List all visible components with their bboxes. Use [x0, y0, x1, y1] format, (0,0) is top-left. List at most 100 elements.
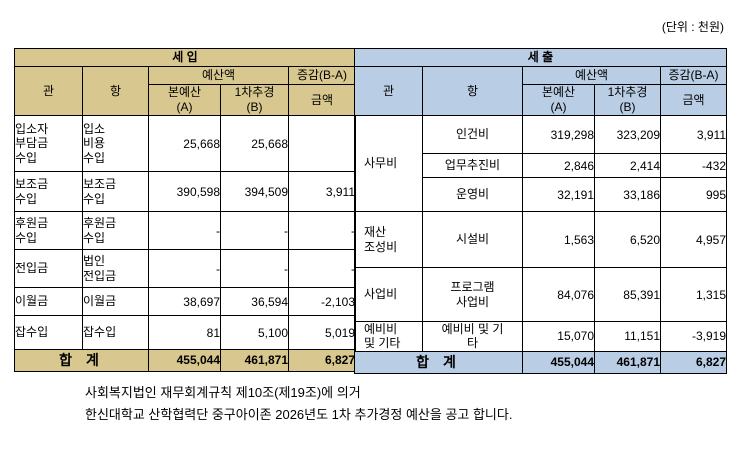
expenditure-header-row-1: 관 항 예산액 증감(B-A) [354, 66, 728, 116]
expenditure-row-4: 재산 조성비 시설비 1,563 6,520 4,957 [354, 211, 728, 268]
cell-hang: 이월금 [82, 287, 149, 316]
revenue-header-budget: 예산액 [148, 66, 289, 85]
cell-supplementary: - [220, 249, 289, 288]
announcement-line-1: 사회복지법인 재무회계규칙 제10조(제19조)에 의거 [85, 385, 361, 400]
revenue-total-diff: 6,827 [287, 349, 357, 372]
expenditure-header-supplementary: 1차추경 (B) [594, 84, 661, 116]
expenditure-total-label: 합 계 [354, 350, 523, 374]
cell-hang: 업무추진비 [422, 153, 523, 178]
expenditure-row-5: 사업비 프로그램 사업비 84,076 85,391 1,315 [354, 267, 728, 322]
cell-supplementary: 5,100 [220, 315, 289, 350]
expenditure-row-6: 예비비 및 기타 예비비 및 기 타 15,070 11,151 -3,919 [354, 321, 728, 352]
cell-main-budget: 15,070 [522, 321, 595, 352]
revenue-total-label: 합 계 [14, 349, 149, 372]
revenue-title: 세 입 [13, 48, 357, 67]
cell-main-budget: 1,563 [522, 211, 595, 268]
revenue-row-6: 잡수입 잡수입 81 5,100 5,019 [14, 315, 357, 350]
cell-main-budget: 84,076 [522, 267, 595, 322]
cell-main-budget: 32,191 [522, 177, 595, 212]
expenditure-header-gwan: 관 [354, 66, 423, 116]
cell-supplementary: 394,509 [220, 171, 289, 212]
cell-gwan: 사무비 [354, 115, 423, 212]
cell-diff-amount: 1,315 [659, 267, 728, 322]
cell-supplementary: 85,391 [594, 267, 661, 322]
revenue-row-1: 입소자 부담금 수입 입소 비용 수입 25,668 25,668 [14, 115, 357, 172]
revenue-header-main-budget: 본예산 (A) [148, 84, 221, 116]
cell-hang: 프로그램 사업비 [422, 267, 523, 322]
expenditure-total-supplementary: 461,871 [594, 350, 661, 374]
cell-supplementary: - [220, 211, 289, 250]
cell-hang: 잡수입 [82, 315, 149, 350]
revenue-row-5: 이월금 이월금 38,697 36,594 -2,103 [14, 287, 357, 316]
expenditure-header-main-budget: 본예산 (A) [522, 84, 595, 116]
revenue-header-hang: 항 [82, 66, 149, 116]
cell-gwan: 전입금 [14, 249, 83, 288]
expenditure-header-budget: 예산액 [522, 66, 661, 85]
revenue-row-4: 전입금 법인 전입금 - - - [14, 249, 357, 288]
cell-hang: 보조금 수입 [82, 171, 149, 212]
expenditure-header-hang: 항 [422, 66, 523, 116]
expenditure-total-main: 455,044 [522, 350, 595, 374]
cell-gwan: 예비비 및 기타 [354, 321, 423, 352]
expenditure-row-2: 업무추진비 2,846 2,414 -432 [355, 153, 728, 178]
cell-diff-amount [287, 115, 357, 172]
cell-diff-amount: -432 [659, 153, 728, 178]
cell-hang: 입소 비용 수입 [82, 115, 149, 172]
unit-note: (단위 : 천원) [661, 20, 724, 34]
cell-hang: 예비비 및 기 타 [422, 321, 523, 352]
revenue-title-row: 세 입 [13, 48, 357, 67]
cell-supplementary: 11,151 [594, 321, 661, 352]
cell-supplementary: 33,186 [594, 177, 661, 212]
revenue-header-amount: 금액 [287, 84, 357, 116]
cell-supplementary: 2,414 [594, 153, 661, 178]
cell-main-budget: - [148, 211, 221, 250]
revenue-header-row-2: 본예산 (A) 1차추경 (B) 금액 [15, 84, 357, 116]
announcement-text: 사회복지법인 재무회계규칙 제10조(제19조)에 의거 한신대학교 산학협력단… [85, 382, 512, 426]
cell-gwan: 보조금 수입 [14, 171, 83, 212]
cell-diff-amount: -2,103 [287, 287, 357, 316]
revenue-total-main: 455,044 [148, 349, 221, 372]
cell-hang: 후원금 수입 [82, 211, 149, 250]
cell-diff-amount: - [287, 249, 357, 288]
cell-gwan: 재산 조성비 [354, 211, 423, 268]
cell-main-budget: 38,697 [148, 287, 221, 316]
cell-hang: 법인 전입금 [82, 249, 149, 288]
cell-main-budget: 2,846 [522, 153, 595, 178]
expenditure-title: 세 출 [353, 48, 728, 67]
cell-main-budget: 81 [148, 315, 221, 350]
cell-hang: 운영비 [422, 177, 523, 212]
cell-supplementary: 6,520 [594, 211, 661, 268]
cell-supplementary: 25,668 [220, 115, 289, 172]
cell-main-budget: - [148, 249, 221, 288]
cell-hang: 시설비 [422, 211, 523, 268]
expenditure-table: 세 출 관 항 예산액 증감(B-A) 본예산 (A) 1차추경 (B) 금액 … [353, 48, 728, 374]
revenue-header-supplementary: 1차추경 (B) [220, 84, 289, 116]
cell-diff-amount: 3,911 [659, 115, 728, 154]
cell-diff-amount: - [287, 211, 357, 250]
expenditure-row-3: 운영비 32,191 33,186 995 [355, 177, 728, 212]
cell-gwan: 후원금 수입 [14, 211, 83, 250]
cell-supplementary: 36,594 [220, 287, 289, 316]
cell-gwan: 입소자 부담금 수입 [14, 115, 83, 172]
cell-diff-amount: 3,911 [287, 171, 357, 212]
cell-hang: 인건비 [422, 115, 523, 154]
revenue-header-gwan: 관 [14, 66, 83, 116]
cell-diff-amount: -3,919 [659, 321, 728, 352]
cell-supplementary: 323,209 [594, 115, 661, 154]
revenue-table: 세 입 관 항 예산액 증감(B-A) 본예산 (A) 1차추경 (B) 금액 … [13, 48, 357, 372]
expenditure-title-row: 세 출 [353, 48, 728, 67]
revenue-header-row-1: 관 항 예산액 증감(B-A) [14, 66, 357, 116]
expenditure-header-diff: 증감(B-A) [659, 66, 728, 85]
cell-diff-amount: 5,019 [287, 315, 357, 350]
revenue-header-diff: 증감(B-A) [287, 66, 357, 85]
revenue-row-3: 후원금 수입 후원금 수입 - - - [14, 211, 357, 250]
expenditure-total-diff: 6,827 [659, 350, 728, 374]
revenue-total-supplementary: 461,871 [220, 349, 289, 372]
expenditure-header-amount: 금액 [659, 84, 728, 116]
cell-gwan: 잡수입 [14, 315, 83, 350]
expenditure-total-row: 합 계 455,044 461,871 6,827 [354, 350, 728, 374]
announcement-line-2: 한신대학교 산학협력단 중구아이존 2026년도 1차 추가경정 예산을 공고 … [85, 407, 513, 422]
cell-main-budget: 319,298 [522, 115, 595, 154]
cell-main-budget: 390,598 [148, 171, 221, 212]
